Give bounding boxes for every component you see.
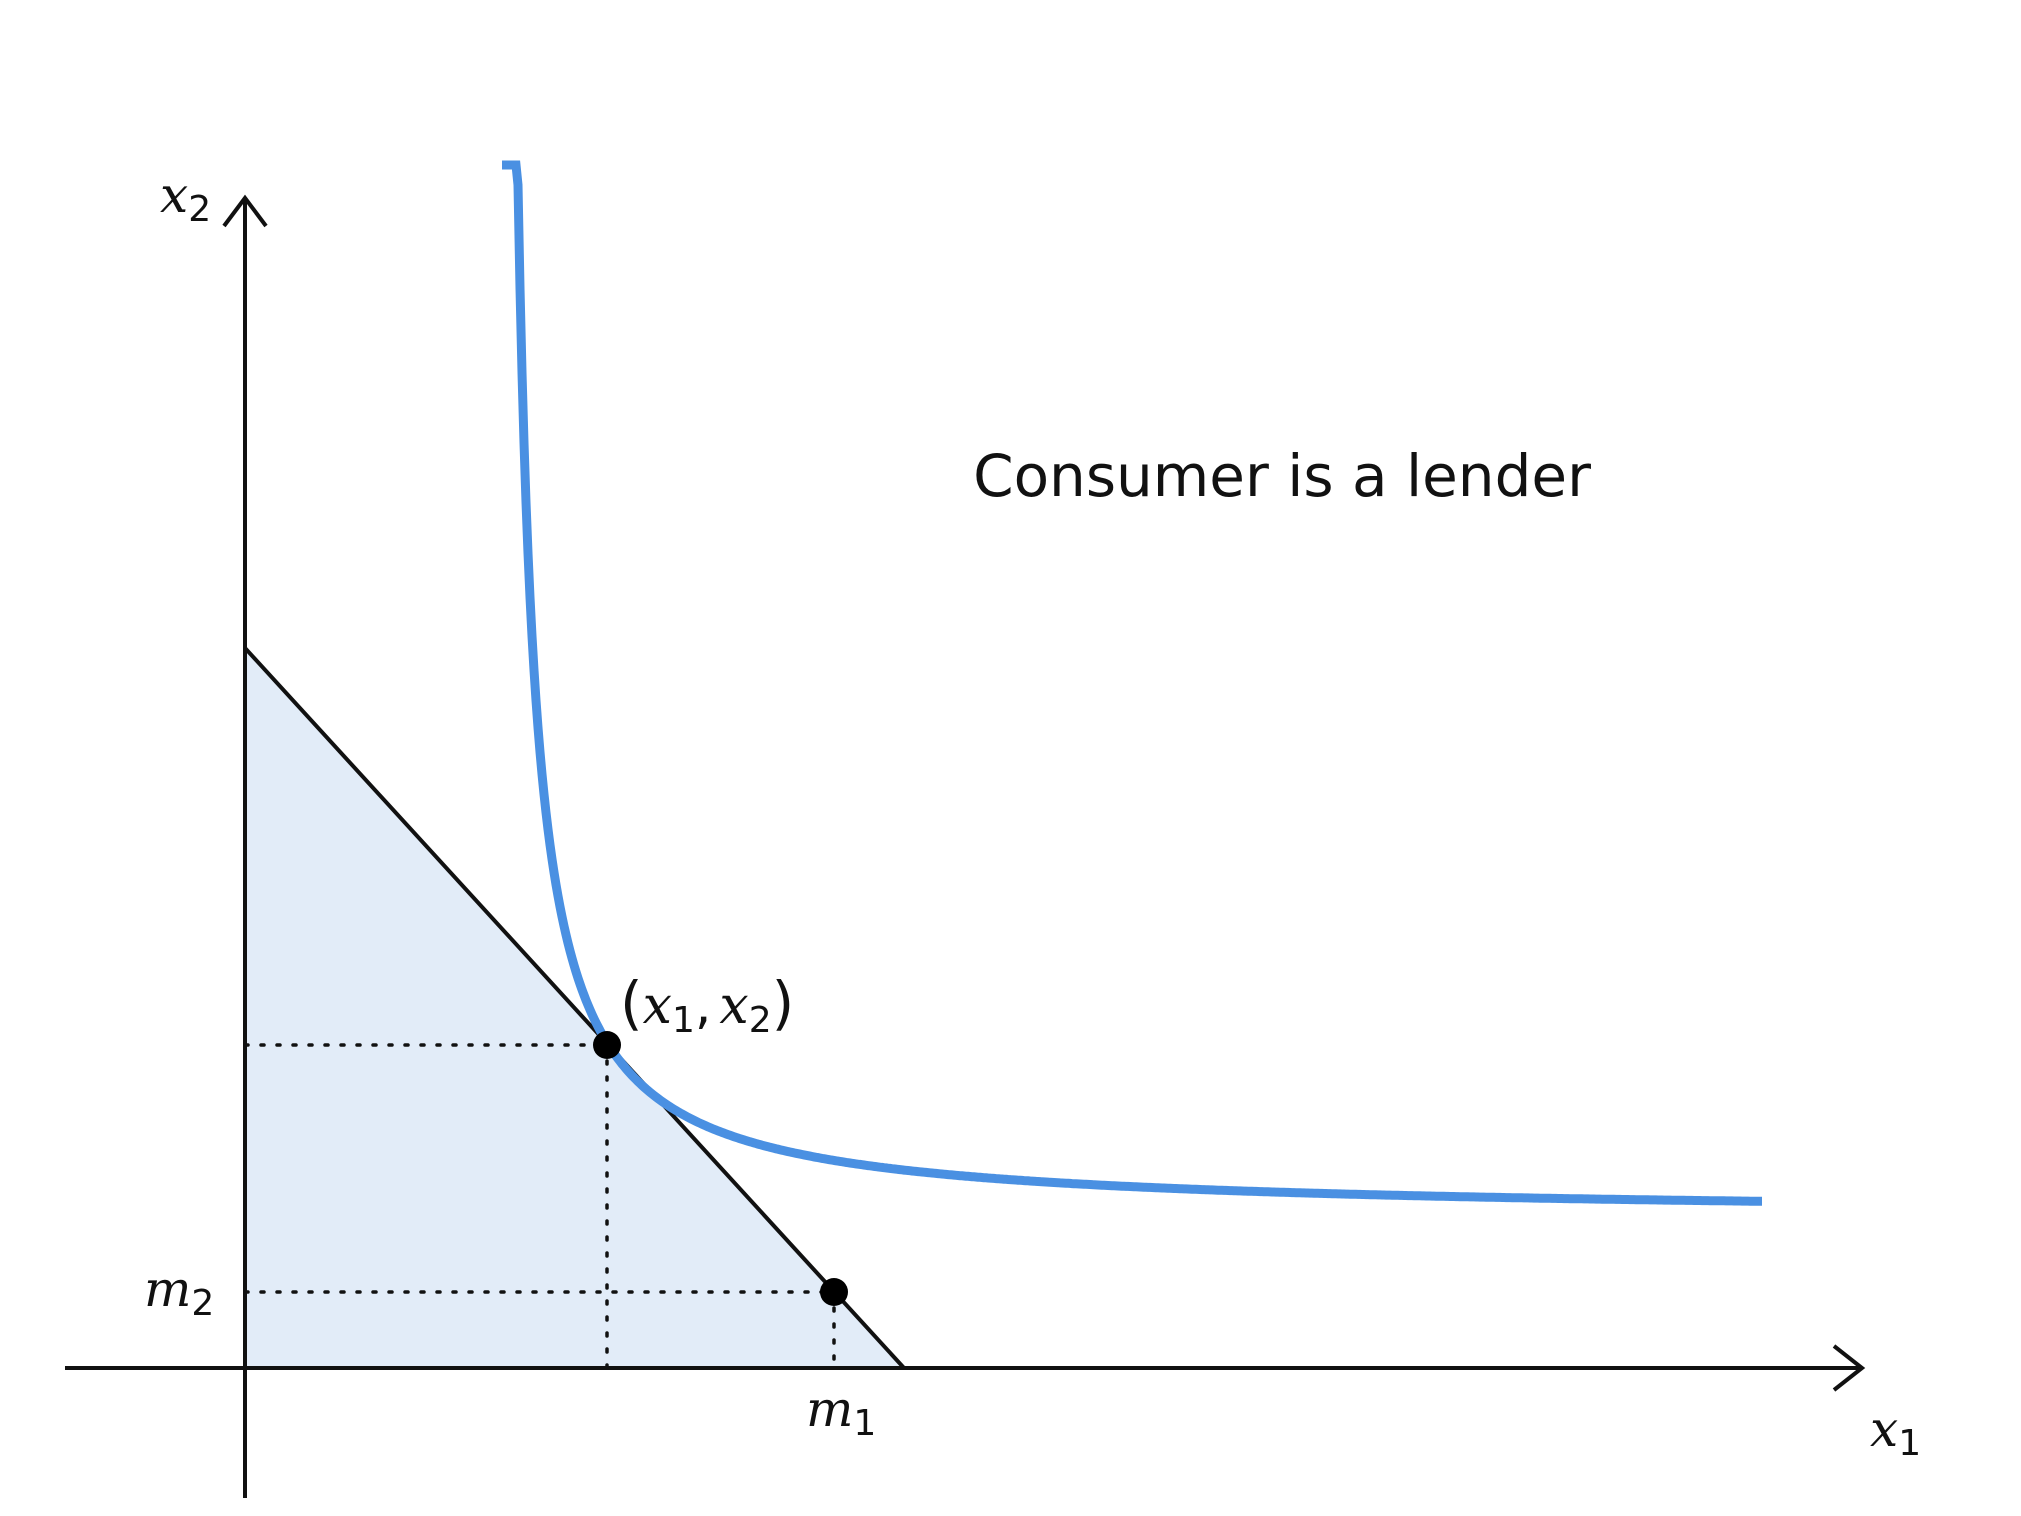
diagram-title: Consumer is a lender — [973, 442, 1591, 510]
m1-label: m1 — [806, 1380, 876, 1444]
x2-axis-label: x2 — [160, 166, 211, 230]
y-axis-arrowhead — [222, 194, 268, 228]
x-axis-arrowhead — [1832, 1344, 1866, 1392]
endowment-point — [820, 1278, 848, 1306]
m2-label: m2 — [144, 1260, 214, 1324]
optimal-bundle-label: (x1, x2) — [620, 969, 794, 1041]
budget-line — [243, 646, 906, 1370]
optimal-bundle-point — [593, 1031, 621, 1059]
indifference-curve — [502, 160, 1762, 1206]
x1-axis-label: x1 — [1870, 1400, 1921, 1464]
